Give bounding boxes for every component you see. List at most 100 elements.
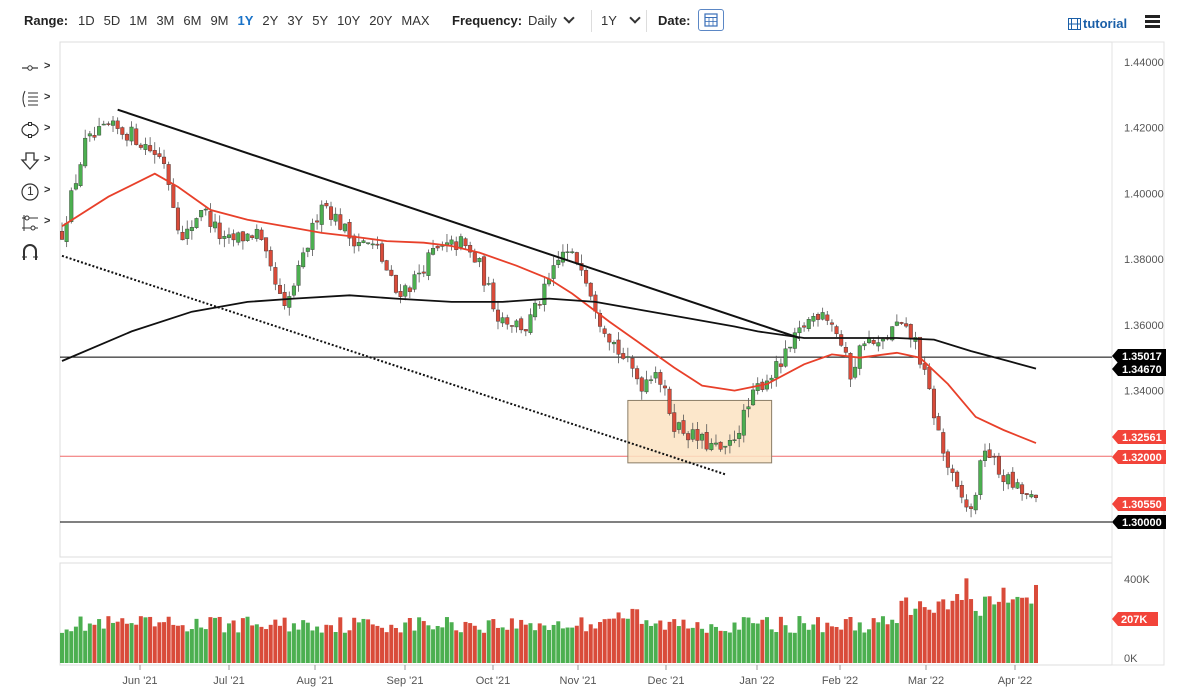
candle-body [611, 342, 616, 345]
trendlines[interactable] [61, 108, 800, 476]
candle-body [1033, 494, 1038, 498]
candle-body [802, 325, 807, 328]
fibonacci-tool[interactable]: > [14, 89, 58, 113]
range-button-6m[interactable]: 6M [183, 13, 202, 28]
volume-bar [774, 632, 779, 663]
volume-bar [922, 607, 927, 663]
range-button-10y[interactable]: 10Y [337, 13, 361, 28]
volume-bar [639, 623, 644, 663]
candle-body [129, 126, 134, 142]
candle-body [890, 326, 895, 341]
volume-bar [727, 632, 732, 663]
volume-bar [927, 609, 932, 663]
candle-body [175, 207, 180, 231]
volume-bar [820, 632, 825, 663]
candle-body [723, 445, 728, 448]
volume-bar [607, 618, 612, 663]
range-button-9m[interactable]: 9M [210, 13, 229, 28]
hamburger-menu-icon[interactable] [1145, 15, 1160, 28]
volume-bar [839, 629, 844, 663]
candle-body [1020, 484, 1025, 495]
candle-body [509, 325, 514, 327]
candle-body [134, 128, 139, 145]
volume-bar [978, 615, 983, 663]
volume-bar [435, 625, 440, 663]
range-button-5d[interactable]: 5D [103, 13, 121, 28]
arrow-tool[interactable]: > [14, 151, 58, 175]
candle-body [718, 441, 723, 450]
calendar-button[interactable] [698, 9, 724, 31]
volume-bar [899, 600, 904, 663]
volume-bar [138, 616, 143, 663]
volume-bar [950, 600, 955, 663]
volume-bar [792, 632, 797, 663]
candle-body [899, 322, 904, 324]
candle-body [329, 206, 334, 220]
candle-body [755, 383, 760, 391]
candle-body [78, 164, 83, 186]
volume-bar [751, 623, 756, 663]
volume-bar [686, 628, 691, 663]
candle-body [384, 260, 389, 271]
volume-bar [955, 594, 960, 663]
range-button-5y[interactable]: 5Y [312, 13, 329, 28]
candle-body [148, 145, 153, 152]
candle-body [630, 357, 635, 369]
numbered-label-icon [21, 183, 39, 201]
range-button-20y[interactable]: 20Y [369, 13, 393, 28]
shapes-tool[interactable]: > [14, 120, 58, 144]
candle-body [514, 320, 519, 328]
chevron-right-icon: > [44, 91, 51, 103]
downtrend-resistance-trendline[interactable] [117, 108, 800, 339]
candle-body [185, 228, 190, 239]
price-tag-label: 1.32561 [1122, 432, 1162, 444]
volume-tag-label: 207K [1121, 614, 1147, 626]
volume-bar [533, 630, 538, 663]
range-button-1y[interactable]: 1Y [237, 13, 254, 28]
volume-bar [574, 625, 579, 663]
volume-bar [106, 616, 111, 663]
range-button-3y[interactable]: 3Y [287, 13, 304, 28]
volume-bar [366, 619, 371, 663]
consolidation-box[interactable] [627, 399, 773, 464]
candle-body [152, 150, 157, 155]
candle-body [208, 211, 213, 227]
channel-support-trendline[interactable] [61, 254, 726, 476]
range-button-max[interactable]: MAX [401, 13, 430, 28]
candle-body [941, 432, 946, 454]
price-tag: 1.32561 [1112, 430, 1166, 444]
range-button-1d[interactable]: 1D [78, 13, 95, 28]
volume-bar [324, 624, 329, 663]
volume-bar [217, 616, 222, 663]
candle-body [115, 120, 120, 129]
candle-body [649, 379, 654, 381]
volume-bar [862, 632, 867, 663]
volume-bar [375, 625, 380, 663]
candle-body [366, 242, 371, 244]
volume-bar [616, 612, 621, 663]
measure-tool[interactable]: > [14, 213, 58, 237]
frequency-select[interactable]: Daily [528, 12, 575, 28]
volume-bar [282, 617, 287, 663]
consolidation-rectangle[interactable] [627, 399, 773, 464]
candle-body [106, 123, 111, 125]
candle-body [792, 332, 797, 349]
range-button-1m[interactable]: 1M [129, 13, 148, 28]
volume-bar [662, 629, 667, 663]
candle-body [922, 363, 927, 370]
period-select[interactable]: 1Y [601, 12, 641, 28]
volume-bar [871, 618, 876, 663]
volume-bar [194, 618, 199, 663]
candle-body [713, 442, 718, 445]
crosshair-tool[interactable]: > [14, 58, 58, 82]
candle-body [296, 265, 301, 286]
candle-body [83, 137, 88, 167]
range-button-2y[interactable]: 2Y [262, 13, 279, 28]
candle-body [598, 313, 603, 327]
label-tool[interactable]: 1 > [14, 182, 58, 206]
tutorial-link[interactable]: tutorial [1068, 16, 1127, 31]
range-button-3m[interactable]: 3M [156, 13, 175, 28]
magnet-tool[interactable] [14, 242, 58, 266]
candle-body [1015, 482, 1020, 489]
